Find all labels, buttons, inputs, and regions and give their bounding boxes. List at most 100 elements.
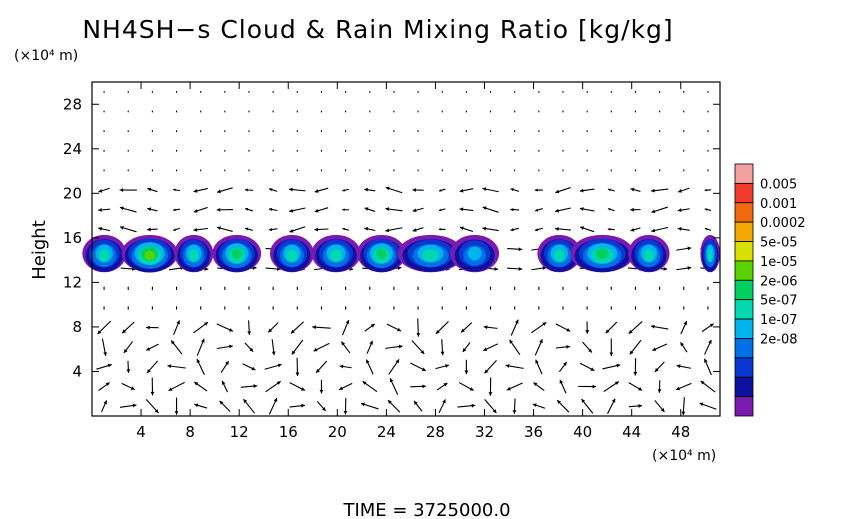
wind-vector [555,344,571,349]
wind-vector [411,340,425,355]
wind-vector [244,207,254,212]
cloud [311,234,361,273]
plot-frame [91,81,721,417]
wind-vector [316,401,327,412]
y-tick-label: 8 [72,318,82,336]
wind-vector [193,187,208,193]
wind-vector [482,206,499,213]
wind-vector [507,266,523,271]
wind-vector [193,206,208,213]
wind-vector [119,226,137,233]
wind-vector [196,358,205,375]
colorbar-label: 2e-08 [760,332,798,347]
wind-vector [579,226,595,233]
wind-vector [264,363,282,370]
cloud [700,234,720,273]
wind-vector [630,227,641,232]
wind-vector [704,208,712,211]
wind-vector [121,321,135,334]
wind-vector [193,321,209,334]
wind-vector [438,188,446,192]
wind-vector [289,207,306,213]
wind-vector [507,247,523,252]
wind-vector [630,187,641,192]
wind-vector [340,341,351,354]
colorbar-label: 0.001 [760,197,797,212]
wind-vector [555,187,571,194]
wind-vector [119,403,137,408]
wind-vector [582,341,593,353]
wind-vector [150,377,155,396]
wind-vector [677,187,690,193]
wind-vector [216,187,233,194]
wind-vector [581,398,594,414]
wind-vector [216,207,233,212]
wind-vector [680,320,688,335]
wind-vector [699,402,717,410]
cloud [628,234,670,273]
x-tick-label: 20 [328,423,347,441]
wind-vector [416,318,421,337]
wind-vector [607,227,615,231]
wind-vector [654,361,665,373]
wind-vector [268,207,278,212]
wind-vector [413,400,423,412]
wind-vector [364,187,376,192]
wind-vector [289,187,306,192]
wind-vector [675,382,692,391]
wind-vector [488,377,493,396]
x-axis: 4 8 12 16 20 24 28 32 36 40 44 48 [136,82,690,441]
wind-vector [651,188,669,193]
cloud-contour [376,248,387,259]
wind-vector [630,207,641,212]
cloud-contour [98,249,110,262]
cloud-contour [231,248,242,259]
wind-vector [585,321,590,334]
wind-vector [389,378,399,395]
wind-vector [633,358,638,376]
wind-vector [388,359,400,375]
wind-vector [650,324,669,330]
wind-vector [385,207,403,212]
wind-vector [412,188,424,192]
colorbar-segment [734,182,754,204]
wind-vector [609,338,614,356]
wind-vector [534,339,543,356]
wind-vector [628,382,643,391]
wind-vector [704,227,712,231]
colorbar-label: 5e-07 [760,294,798,309]
wind-vector [312,325,331,330]
wind-vector [173,227,180,231]
wind-vector [98,382,110,391]
wind-vector [558,361,568,373]
colorbar-label: 0.0002 [760,216,806,231]
wind-vector [676,266,692,271]
y-tick-label: 20 [63,184,82,202]
wind-vector [196,338,205,356]
wind-vector [554,227,572,231]
colorbar-label: 5e-05 [760,236,798,251]
x-tick-label: 28 [426,423,445,441]
wind-vector [677,208,690,213]
wind-vector [364,227,376,232]
wind-vector [510,319,519,336]
wind-vector [438,228,446,231]
cloud [450,234,500,273]
wind-vector [579,188,595,193]
wind-vector [531,321,547,334]
wind-vector [534,227,543,232]
wind-vector [268,397,278,415]
wind-vector [657,380,662,393]
y-axis-label: Height [29,220,50,280]
wind-vector [101,400,108,413]
wind-vector [483,325,498,330]
y-tick-label: 12 [63,273,82,291]
colorbar-segment [734,396,754,417]
cloud [212,234,262,273]
colorbar-label: 1e-05 [760,255,798,270]
cloud [82,234,127,273]
wind-vector [386,323,402,332]
wind-vector [265,380,281,393]
colorbar-segment [734,279,754,301]
